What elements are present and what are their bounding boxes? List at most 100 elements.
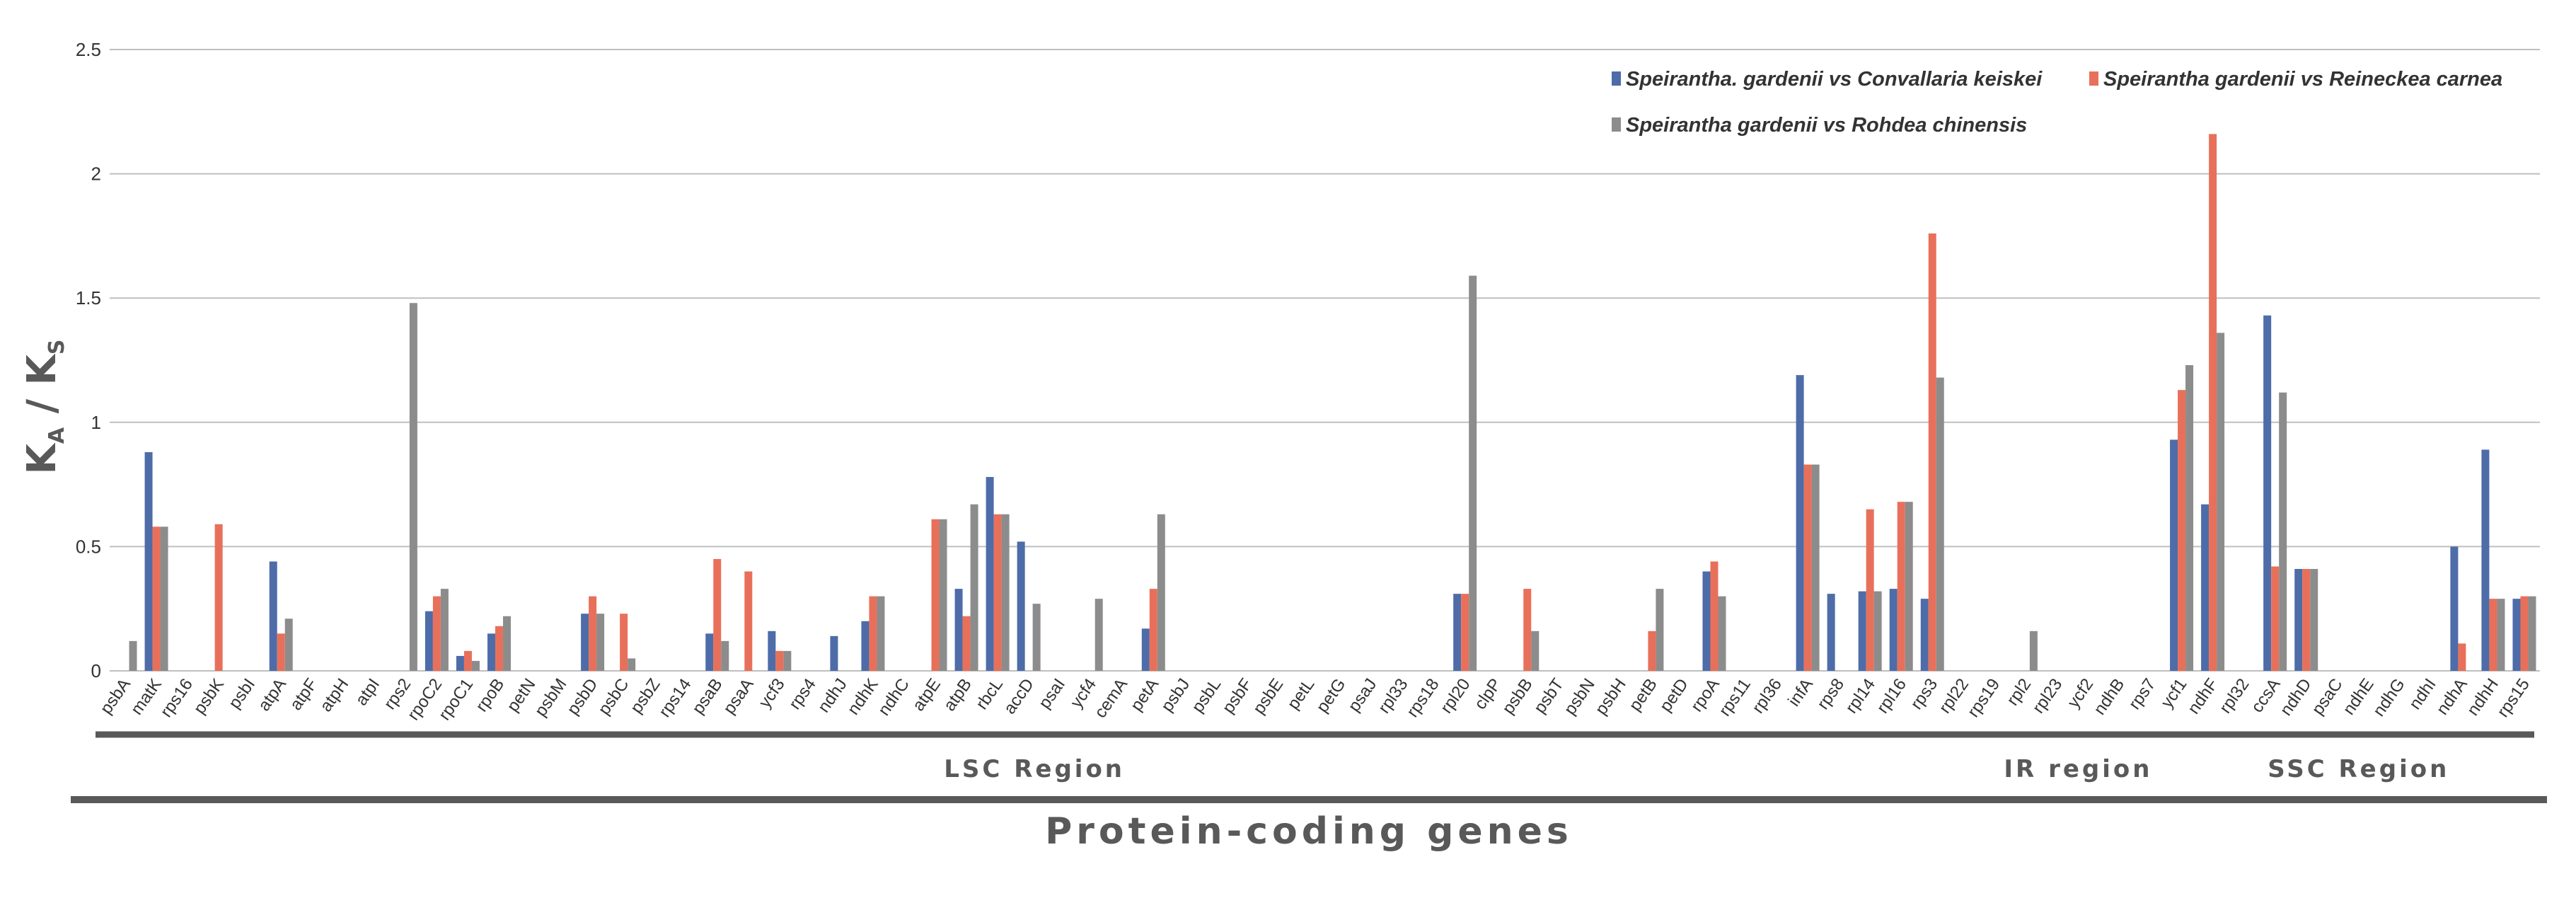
bar — [589, 596, 597, 671]
x-tick-label: psaC — [2308, 675, 2346, 718]
bar — [463, 650, 472, 671]
bar — [1897, 502, 1905, 671]
bar — [1803, 464, 1812, 671]
bar — [129, 640, 137, 671]
bar — [721, 640, 729, 671]
bar — [1017, 541, 1025, 671]
x-tick-label: petG — [1312, 675, 1349, 716]
bar — [1920, 599, 1929, 671]
bar — [152, 526, 161, 671]
x-tick-label: psaA — [720, 675, 757, 718]
x-tick-label: rps19 — [1964, 675, 2004, 721]
x-tick-label: psbK — [190, 675, 228, 718]
bar — [775, 650, 784, 671]
bar — [2185, 365, 2194, 671]
legend-label-rohdea: Speirantha gardenii vs Rohdea chinensis — [1626, 114, 2027, 137]
x-tick-label: ndhD — [2277, 675, 2316, 719]
bar — [1469, 275, 1477, 672]
legend-label-reineckea: Speirantha gardenii vs Reineckea carnea — [2103, 68, 2502, 91]
bar — [160, 526, 168, 671]
y-axis-title: KA / KS — [19, 339, 69, 474]
bar — [1453, 594, 1462, 671]
x-tick-label: ndhA — [2433, 675, 2471, 718]
bar — [1032, 604, 1041, 671]
bar — [713, 558, 722, 671]
bar — [962, 616, 971, 671]
x-tick-label: psaB — [688, 675, 726, 718]
y-axis-ticks: 0 0.5 1 1.5 2 2.5 — [76, 39, 101, 681]
y-tick-label: 1.5 — [76, 287, 101, 309]
bar — [931, 519, 940, 671]
bar — [2294, 569, 2303, 671]
bar — [495, 626, 503, 671]
bar — [581, 614, 589, 671]
bar — [2489, 599, 2497, 671]
bar — [2458, 643, 2466, 671]
x-tick-label: ndhC — [874, 675, 913, 719]
x-tick-label: ndhE — [2339, 675, 2377, 718]
bar — [1710, 561, 1719, 671]
y-tick-label: 0 — [91, 660, 101, 681]
x-tick-label: petB — [1625, 675, 1660, 715]
y-tick-label: 2.5 — [76, 39, 101, 60]
bar — [2217, 333, 2225, 671]
bar — [970, 504, 978, 671]
bar — [2263, 315, 2272, 671]
bar — [1936, 377, 1944, 671]
x-tick-label: atpI — [352, 675, 383, 709]
x-tick-label: petD — [1656, 675, 1692, 715]
bar — [1648, 631, 1656, 671]
bar — [1001, 514, 1010, 671]
bar — [1718, 596, 1726, 671]
bar — [144, 451, 153, 671]
x-tick-label: rpl20 — [1437, 675, 1474, 717]
bar — [277, 633, 285, 671]
bar — [2271, 566, 2280, 671]
bar — [1905, 502, 1913, 671]
x-tick-label: rps4 — [785, 675, 820, 713]
x-tick-label: rps18 — [1403, 675, 1443, 721]
x-axis-title: Protein-coding genes — [1045, 810, 1573, 853]
bar — [502, 616, 511, 671]
bar — [1866, 509, 1874, 671]
x-tick-label: ycf3 — [755, 675, 788, 712]
bar — [2310, 569, 2318, 671]
bar — [2209, 134, 2217, 671]
bar — [830, 635, 838, 671]
x-tick-label: rpl36 — [1748, 675, 1786, 717]
bar — [2481, 449, 2490, 671]
bar — [471, 660, 480, 671]
bar — [269, 561, 277, 671]
x-tick-label: atpA — [255, 675, 290, 715]
bar — [2528, 596, 2536, 671]
x-tick-label: psbN — [1560, 675, 1598, 718]
bar — [783, 650, 792, 671]
y-tick-label: 2 — [91, 163, 101, 185]
gridlines — [110, 49, 2540, 672]
bar — [409, 303, 417, 672]
x-tick-label: rpoB — [472, 675, 508, 715]
x-tick-label: rpl14 — [1842, 675, 1879, 717]
bar — [1149, 589, 1157, 671]
x-tick-label: psbM — [531, 675, 571, 720]
bar — [986, 477, 994, 671]
x-tick-label: rpoC1 — [435, 675, 478, 724]
bar — [1796, 375, 1804, 671]
x-tick-label: psbL — [1188, 675, 1225, 716]
bar — [744, 571, 753, 671]
bar — [2450, 546, 2459, 671]
bar — [1889, 589, 1898, 671]
bar — [1811, 464, 1820, 671]
bars — [129, 134, 2536, 672]
x-tick-label: ndhB — [2090, 675, 2128, 718]
x-tick-label: atpH — [316, 675, 352, 715]
legend-label-convallaria: Speirantha. gardenii vs Convallaria keis… — [1626, 68, 2043, 91]
bar — [2520, 596, 2529, 671]
x-tick-label: rps16 — [156, 675, 197, 721]
bar — [284, 618, 293, 671]
bar — [1702, 571, 1711, 671]
bar — [1094, 599, 1103, 671]
bar — [1656, 589, 1664, 671]
bar — [487, 633, 495, 671]
